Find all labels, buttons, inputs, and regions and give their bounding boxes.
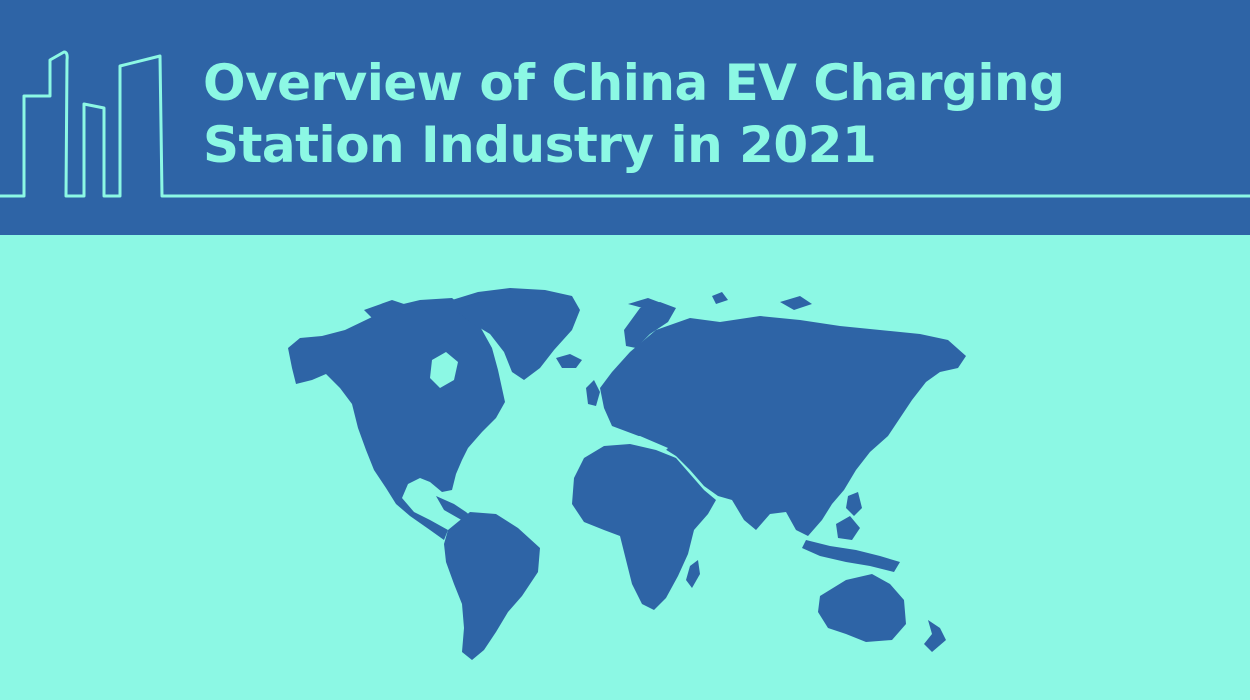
borneo bbox=[836, 516, 860, 540]
header-baseline bbox=[196, 194, 1250, 198]
indonesia bbox=[802, 540, 900, 572]
eurasia bbox=[600, 316, 966, 536]
north-america bbox=[288, 298, 505, 540]
scandinavia bbox=[624, 302, 676, 348]
africa bbox=[572, 444, 716, 610]
arctic-island-2 bbox=[712, 292, 728, 304]
header-banner: Overview of China EV Charging Station In… bbox=[0, 0, 1250, 235]
australia bbox=[818, 574, 906, 642]
british-isles bbox=[586, 380, 600, 406]
arctic-island-4 bbox=[364, 300, 410, 318]
madagascar bbox=[686, 560, 700, 588]
greenland bbox=[452, 288, 580, 380]
new-zealand bbox=[924, 620, 946, 652]
city-skyline-icon bbox=[0, 50, 200, 198]
title-line-1: Overview of China EV Charging bbox=[203, 54, 1065, 112]
south-america bbox=[444, 512, 540, 660]
page-title: Overview of China EV Charging Station In… bbox=[203, 52, 1065, 176]
japan bbox=[864, 410, 882, 448]
arctic-island-1 bbox=[628, 298, 664, 310]
iceland bbox=[556, 354, 582, 368]
philippines bbox=[846, 492, 862, 516]
arctic-island-3 bbox=[780, 296, 812, 310]
world-map bbox=[288, 288, 966, 660]
title-line-2: Station Industry in 2021 bbox=[203, 116, 877, 174]
